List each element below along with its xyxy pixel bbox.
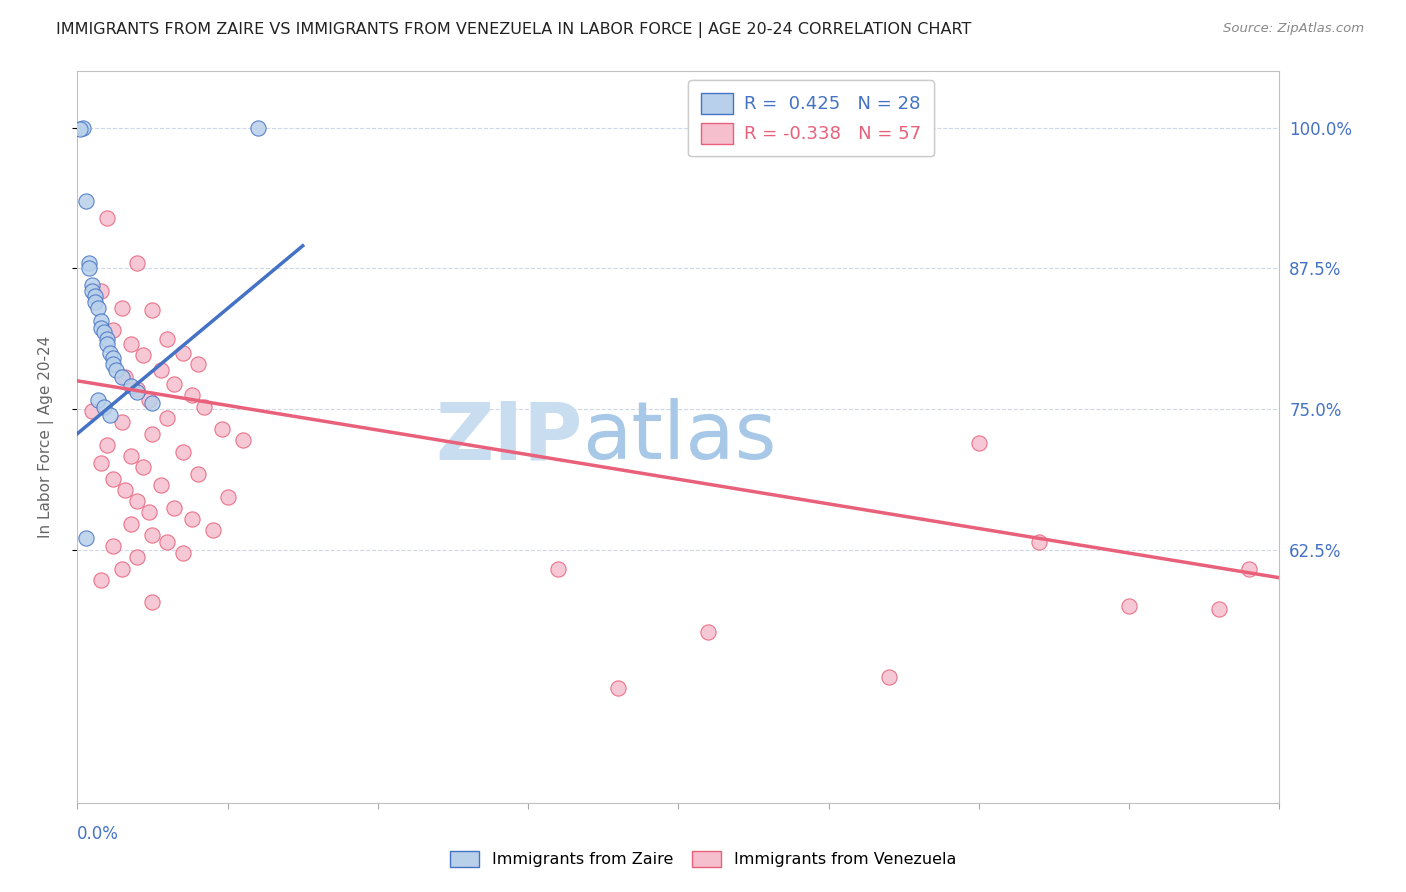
Point bbox=[193, 400, 215, 414]
Text: ZIP: ZIP bbox=[434, 398, 582, 476]
Point bbox=[232, 434, 254, 448]
Point bbox=[84, 289, 107, 303]
Point bbox=[172, 444, 194, 458]
Point bbox=[127, 385, 149, 400]
Point bbox=[111, 562, 134, 576]
Point bbox=[697, 624, 720, 639]
Point bbox=[82, 284, 104, 298]
Point bbox=[187, 357, 209, 371]
Point bbox=[1239, 562, 1261, 576]
Point bbox=[103, 539, 125, 553]
Point bbox=[132, 348, 155, 362]
Point bbox=[103, 351, 125, 366]
Text: Source: ZipAtlas.com: Source: ZipAtlas.com bbox=[1223, 22, 1364, 36]
Point bbox=[547, 562, 569, 576]
Point bbox=[246, 120, 269, 135]
Point bbox=[877, 670, 900, 684]
Point bbox=[127, 382, 149, 396]
Point bbox=[217, 490, 239, 504]
Point bbox=[90, 456, 112, 470]
Point bbox=[75, 194, 97, 208]
Point bbox=[141, 528, 163, 542]
Point bbox=[103, 323, 125, 337]
Point bbox=[105, 362, 128, 376]
Point bbox=[1208, 602, 1230, 616]
Point bbox=[1118, 599, 1140, 613]
Point bbox=[114, 483, 136, 497]
Point bbox=[141, 426, 163, 441]
Point bbox=[82, 278, 104, 293]
Point bbox=[120, 516, 142, 531]
Point bbox=[201, 524, 224, 538]
Point bbox=[100, 408, 122, 422]
Point bbox=[127, 494, 149, 508]
Point bbox=[96, 211, 118, 225]
Point bbox=[111, 416, 134, 430]
Point bbox=[96, 332, 118, 346]
Point bbox=[127, 255, 149, 269]
Point bbox=[79, 261, 101, 276]
Point bbox=[172, 345, 194, 359]
Point bbox=[180, 388, 202, 402]
Point bbox=[138, 392, 160, 407]
Point bbox=[1028, 534, 1050, 549]
Point bbox=[156, 332, 179, 346]
Point bbox=[100, 345, 122, 359]
Point bbox=[187, 467, 209, 482]
Point bbox=[96, 336, 118, 351]
Point bbox=[75, 532, 97, 546]
Point bbox=[69, 121, 91, 136]
Point bbox=[90, 321, 112, 335]
Point bbox=[87, 301, 110, 315]
Point bbox=[120, 336, 142, 351]
Legend: Immigrants from Zaire, Immigrants from Venezuela: Immigrants from Zaire, Immigrants from V… bbox=[441, 843, 965, 875]
Point bbox=[79, 255, 101, 269]
Point bbox=[607, 681, 630, 695]
Point bbox=[180, 512, 202, 526]
Point bbox=[114, 370, 136, 384]
Point bbox=[162, 500, 184, 515]
Point bbox=[111, 301, 134, 315]
Point bbox=[93, 326, 115, 340]
Point bbox=[138, 506, 160, 520]
Point bbox=[72, 120, 94, 135]
Point bbox=[96, 438, 118, 452]
Point bbox=[150, 362, 173, 376]
Point bbox=[120, 379, 142, 393]
Text: IMMIGRANTS FROM ZAIRE VS IMMIGRANTS FROM VENEZUELA IN LABOR FORCE | AGE 20-24 CO: IMMIGRANTS FROM ZAIRE VS IMMIGRANTS FROM… bbox=[56, 22, 972, 38]
Point bbox=[211, 422, 233, 436]
Point bbox=[967, 435, 990, 450]
Point bbox=[90, 573, 112, 587]
Point bbox=[93, 400, 115, 414]
Point bbox=[87, 392, 110, 407]
Point bbox=[141, 396, 163, 410]
Point bbox=[103, 472, 125, 486]
Point bbox=[150, 478, 173, 492]
Point bbox=[103, 357, 125, 371]
Point bbox=[156, 411, 179, 425]
Point bbox=[90, 314, 112, 328]
Y-axis label: In Labor Force | Age 20-24: In Labor Force | Age 20-24 bbox=[38, 336, 53, 538]
Point bbox=[120, 449, 142, 463]
Point bbox=[82, 404, 104, 418]
Text: 0.0%: 0.0% bbox=[77, 825, 120, 843]
Point bbox=[162, 377, 184, 392]
Legend: R =  0.425   N = 28, R = -0.338   N = 57: R = 0.425 N = 28, R = -0.338 N = 57 bbox=[688, 80, 934, 156]
Text: atlas: atlas bbox=[582, 398, 776, 476]
Point bbox=[132, 460, 155, 475]
Point bbox=[127, 550, 149, 565]
Point bbox=[156, 534, 179, 549]
Point bbox=[111, 370, 134, 384]
Point bbox=[141, 302, 163, 317]
Point bbox=[84, 295, 107, 310]
Point bbox=[90, 284, 112, 298]
Point bbox=[172, 546, 194, 560]
Point bbox=[141, 595, 163, 609]
